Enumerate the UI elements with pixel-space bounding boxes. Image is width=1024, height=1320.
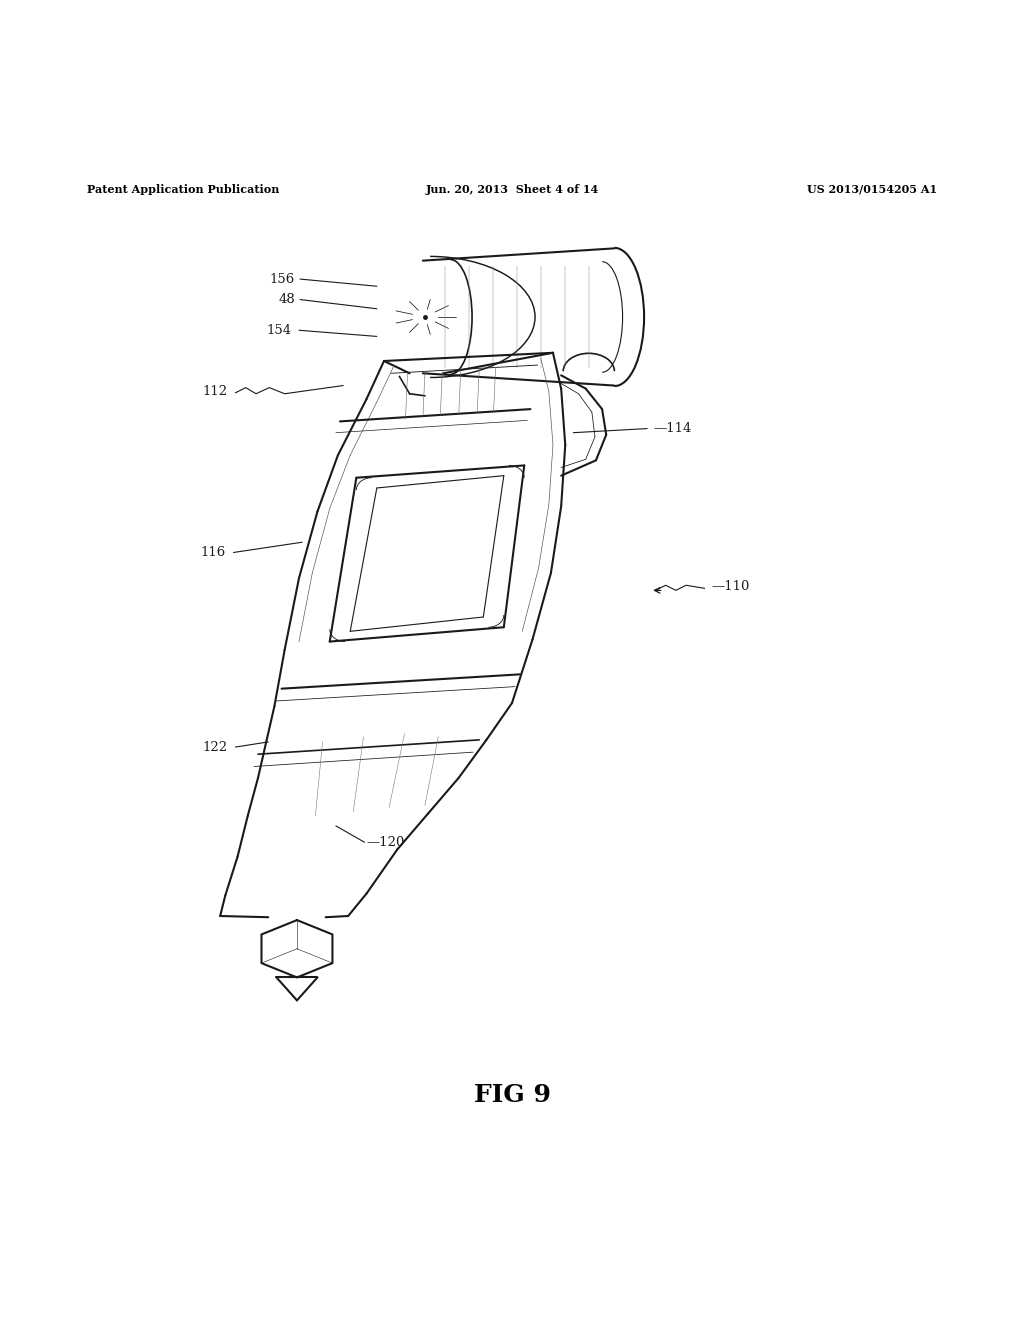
Text: 122: 122 — [202, 741, 227, 754]
Text: FIG 9: FIG 9 — [473, 1084, 551, 1107]
Text: —110: —110 — [712, 579, 750, 593]
Text: —114: —114 — [653, 422, 691, 436]
Text: Jun. 20, 2013  Sheet 4 of 14: Jun. 20, 2013 Sheet 4 of 14 — [425, 183, 599, 195]
Text: 48: 48 — [279, 293, 295, 306]
Text: Patent Application Publication: Patent Application Publication — [87, 183, 280, 195]
Text: 154: 154 — [266, 323, 292, 337]
Text: 116: 116 — [200, 546, 225, 558]
Text: 156: 156 — [269, 272, 295, 285]
Text: 112: 112 — [202, 385, 227, 399]
Text: US 2013/0154205 A1: US 2013/0154205 A1 — [807, 183, 937, 195]
Text: —120: —120 — [367, 836, 404, 849]
